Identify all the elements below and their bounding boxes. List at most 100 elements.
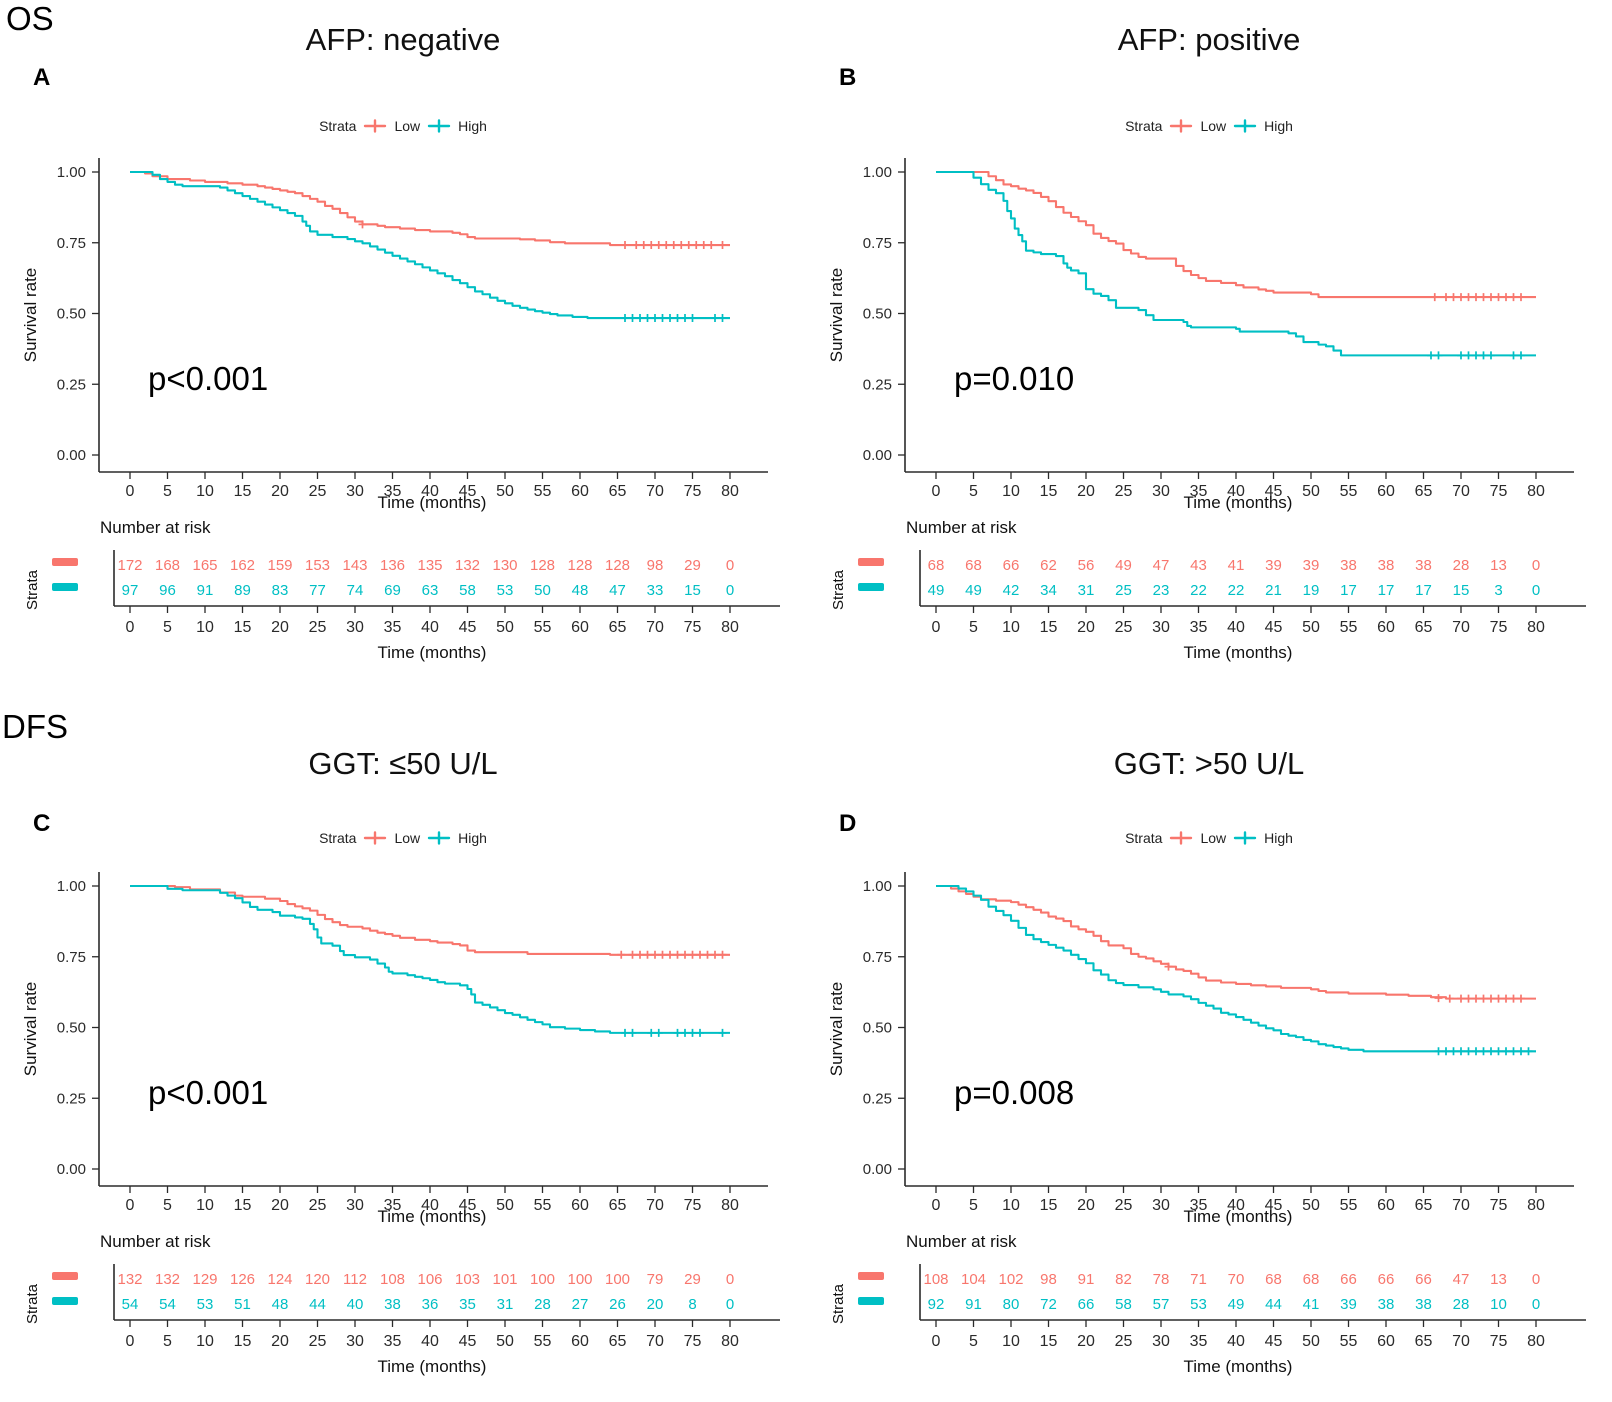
x-tick-label: 20	[1077, 1197, 1095, 1214]
risk-count-high: 22	[1190, 582, 1207, 599]
risk-count-high: 41	[1303, 1296, 1320, 1313]
risk-count-high: 77	[309, 582, 326, 599]
risk-count-high: 28	[534, 1296, 551, 1313]
x-tick-label: 30	[346, 483, 364, 500]
risk-count-high: 20	[647, 1296, 664, 1313]
censor-plus-icon	[1449, 293, 1458, 302]
censor-plus-icon	[1509, 1047, 1518, 1056]
risk-count-low: 135	[417, 557, 442, 574]
x-tick-label: 30	[346, 1197, 364, 1214]
risk-x-tick-label: 70	[1452, 1333, 1470, 1350]
risk-high-key-icon	[858, 1297, 884, 1305]
censor-plus-icon	[658, 314, 667, 323]
x-tick-label: 50	[496, 1197, 514, 1214]
censor-plus-icon	[628, 1028, 637, 1037]
censor-plus-icon	[621, 314, 629, 323]
risk-x-tick-label: 60	[1377, 1333, 1395, 1350]
risk-x-tick-label: 65	[609, 1333, 627, 1350]
risk-table-header: Number at risk	[906, 518, 1017, 537]
censor-plus-icon	[639, 241, 648, 250]
risk-x-tick-label: 45	[459, 619, 477, 636]
risk-count-high: 49	[965, 582, 982, 599]
x-tick-label: 30	[1152, 1197, 1170, 1214]
risk-x-axis-title: Time (months)	[1184, 643, 1293, 662]
risk-high-key-icon	[52, 583, 78, 591]
legend-high-label: High	[458, 830, 487, 846]
risk-x-tick-label: 50	[496, 1333, 514, 1350]
x-tick-label: 75	[684, 483, 702, 500]
risk-count-low: 112	[343, 1271, 367, 1288]
risk-table-header: Number at risk	[906, 1232, 1017, 1251]
censor-plus-icon	[1517, 994, 1525, 1003]
legend-strata-label: Strata	[1125, 118, 1163, 134]
risk-table-grid: 108 104 102 98 91 82 78 71 70 68 68 66 66 66 47 13 0 92 9…	[919, 1264, 1586, 1376]
legend-low-plus-icon	[364, 831, 387, 845]
x-tick-label: 40	[421, 1197, 439, 1214]
risk-count-high: 15	[684, 582, 701, 599]
x-tick-label: 0	[126, 483, 135, 500]
risk-x-tick-label: 50	[1302, 1333, 1320, 1350]
risk-count-low: 43	[1190, 557, 1207, 574]
risk-x-tick-label: 35	[384, 1333, 402, 1350]
censor-plus-icon	[628, 314, 637, 323]
risk-x-tick-label: 15	[1040, 619, 1058, 636]
risk-count-high: 47	[609, 582, 626, 599]
censor-plus-icon	[654, 1028, 663, 1037]
censor-plus-icon	[1472, 351, 1480, 360]
risk-count-high: 80	[1003, 1296, 1020, 1313]
censor-plus-icon	[1494, 1047, 1503, 1056]
p-value: p<0.001	[148, 360, 269, 397]
panel-letter: C	[33, 810, 51, 837]
censor-plus-icon	[1479, 1047, 1488, 1056]
risk-x-tick-label: 55	[534, 619, 552, 636]
risk-count-high: 58	[1115, 1296, 1132, 1313]
x-tick-label: 80	[1527, 1197, 1545, 1214]
risk-x-tick-label: 30	[346, 619, 364, 636]
x-tick-label: 60	[571, 483, 589, 500]
risk-count-high: 92	[928, 1296, 945, 1313]
risk-count-high: 17	[1378, 582, 1395, 599]
risk-x-tick-label: 55	[534, 1333, 552, 1350]
censor-plus-icon	[647, 1028, 656, 1037]
censor-plus-icon	[651, 950, 659, 959]
risk-high-key-icon	[858, 583, 884, 591]
risk-count-low: 79	[647, 1271, 664, 1288]
censor-plus-icon	[1487, 351, 1495, 360]
risk-count-low: 128	[567, 557, 592, 574]
censor-plus-icon	[703, 950, 712, 959]
x-tick-label: 70	[646, 483, 664, 500]
y-tick-label: 0.75	[57, 235, 86, 252]
legend-low-label: Low	[1200, 830, 1227, 846]
panel-a: AFP: negative A Strata Low High Survival…	[0, 0, 806, 700]
risk-count-low: 128	[530, 557, 555, 574]
risk-x-tick-label: 0	[126, 1333, 135, 1350]
y-tick-label: 0.50	[57, 1020, 86, 1037]
x-tick-label: 65	[609, 483, 627, 500]
risk-count-low: 70	[1228, 1271, 1245, 1288]
x-tick-label: 20	[271, 1197, 289, 1214]
risk-table: Number at risk Strata 172 168 165 162 159 153…	[0, 518, 806, 688]
x-tick-label: 80	[721, 1197, 739, 1214]
x-tick-label: 75	[1490, 483, 1508, 500]
risk-count-high: 38	[384, 1296, 401, 1313]
censor-plus-icon	[688, 314, 697, 323]
strata-legend: Strata Low High	[53, 830, 753, 846]
risk-count-low: 0	[1532, 1271, 1540, 1288]
risk-axis-ticks: 0 5 10 15 20 25 30 35 40 45 50 55 60 65 70 75 80	[126, 606, 739, 636]
risk-x-tick-label: 25	[1115, 619, 1133, 636]
risk-count-low: 68	[1303, 1271, 1320, 1288]
censor-plus-icon	[1457, 1047, 1465, 1056]
risk-x-tick-label: 40	[1227, 1333, 1245, 1350]
censor-plus-icon	[718, 1028, 727, 1037]
legend-low-label: Low	[394, 830, 421, 846]
x-tick-label: 40	[1227, 483, 1245, 500]
risk-low-key-icon	[858, 558, 884, 566]
risk-low-key-icon	[52, 558, 78, 566]
x-tick-label: 15	[1040, 483, 1058, 500]
censor-plus-icon	[1464, 293, 1473, 302]
censor-plus-icon	[1457, 351, 1465, 360]
risk-high-key-icon	[52, 1297, 78, 1305]
risk-x-tick-label: 60	[571, 1333, 589, 1350]
risk-count-low: 159	[267, 557, 292, 574]
censor-plus-icon	[666, 950, 674, 959]
